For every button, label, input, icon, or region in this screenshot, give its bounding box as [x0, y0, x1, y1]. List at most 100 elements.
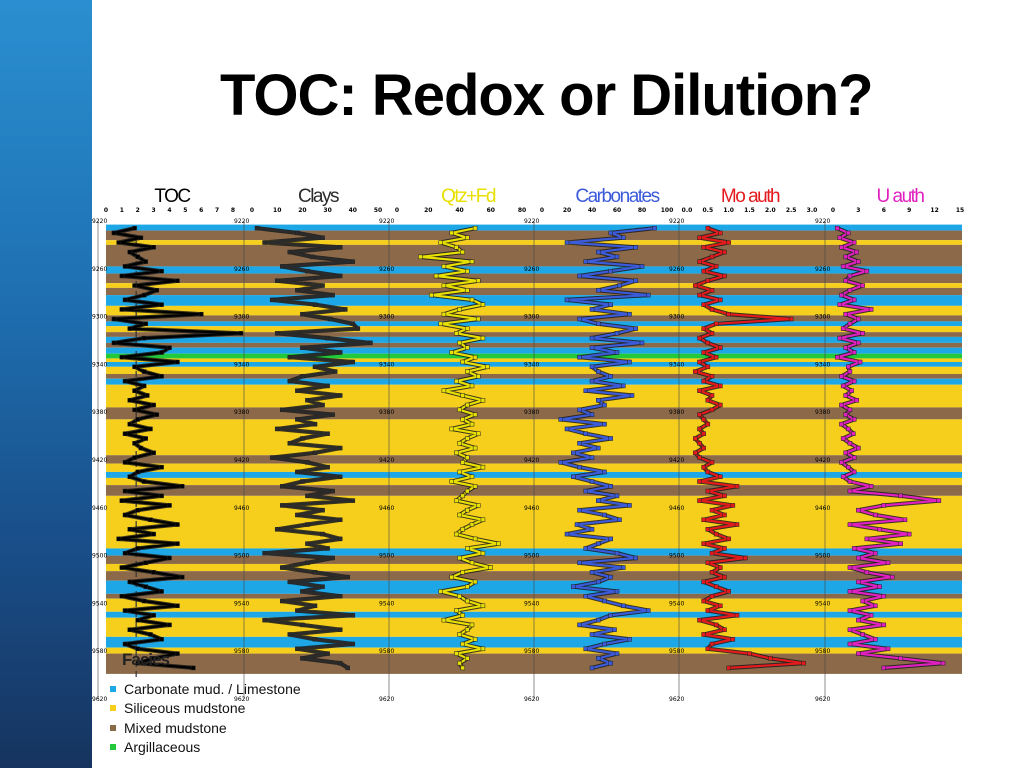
- data-point: [295, 646, 300, 652]
- data-point: [589, 570, 595, 575]
- data-point: [141, 369, 147, 374]
- data-point: [465, 436, 470, 441]
- data-point: [589, 412, 595, 417]
- data-point: [454, 450, 459, 456]
- data-point: [906, 531, 912, 537]
- data-point: [936, 498, 942, 503]
- data-point: [132, 364, 137, 370]
- data-point: [722, 627, 727, 632]
- data-point: [851, 378, 857, 384]
- depth-label: 9380: [379, 409, 394, 416]
- data-point: [305, 493, 310, 499]
- depth-label: 9220: [815, 218, 830, 225]
- data-point: [629, 393, 635, 398]
- depth-label: 9220: [524, 218, 539, 225]
- data-point: [608, 302, 613, 307]
- data-point: [856, 555, 861, 561]
- data-point: [441, 283, 447, 288]
- data-point: [135, 507, 140, 513]
- tick-label: 1.5: [744, 207, 755, 214]
- data-point: [312, 302, 318, 307]
- data-point: [337, 445, 343, 451]
- data-point: [151, 402, 156, 408]
- data-point: [602, 598, 607, 604]
- depth-label: 9300: [669, 314, 684, 321]
- data-point: [465, 507, 470, 513]
- data-point: [476, 431, 481, 436]
- data-point: [480, 464, 486, 470]
- data-point: [465, 268, 470, 274]
- tick-label: 0: [540, 207, 544, 214]
- data-point: [646, 608, 651, 613]
- data-point: [564, 240, 570, 245]
- data-point: [697, 441, 702, 446]
- data-point: [577, 441, 582, 446]
- data-point: [713, 354, 719, 360]
- data-point: [480, 335, 486, 341]
- data-point: [851, 546, 857, 551]
- depth-label: 9500: [92, 553, 107, 560]
- data-point: [465, 584, 470, 589]
- data-point: [269, 455, 275, 460]
- data-point: [583, 593, 588, 599]
- data-point: [860, 598, 865, 604]
- data-point: [119, 565, 125, 570]
- data-point: [860, 283, 865, 288]
- data-point: [705, 560, 711, 566]
- data-point: [279, 407, 285, 413]
- data-point: [135, 417, 140, 422]
- data-point: [175, 278, 180, 283]
- data-point: [159, 493, 164, 499]
- tick-label: 9: [907, 207, 911, 214]
- data-point: [847, 522, 853, 527]
- data-point: [457, 340, 462, 346]
- data-point: [274, 331, 280, 336]
- data-point: [577, 622, 582, 628]
- data-point: [730, 503, 736, 508]
- data-point: [295, 288, 300, 293]
- data-point: [840, 436, 846, 441]
- data-point: [697, 235, 702, 240]
- data-point: [726, 589, 731, 594]
- data-point: [564, 297, 570, 303]
- data-point: [646, 292, 651, 298]
- data-point: [300, 311, 305, 317]
- data-point: [355, 326, 361, 331]
- depth-label: 9220: [234, 218, 249, 225]
- data-point: [460, 527, 465, 532]
- data-point: [864, 268, 870, 274]
- data-point: [127, 474, 133, 479]
- data-point: [843, 345, 848, 350]
- tick-label: 40: [349, 207, 357, 214]
- data-point: [583, 259, 588, 264]
- data-point: [300, 622, 305, 628]
- data-point: [454, 245, 459, 250]
- data-point: [705, 488, 711, 494]
- data-point: [441, 311, 447, 317]
- data-point: [148, 517, 153, 522]
- tick-label: 40: [455, 207, 463, 214]
- data-point: [312, 637, 318, 642]
- data-point: [571, 474, 576, 479]
- data-point: [472, 579, 478, 585]
- data-point: [159, 589, 164, 594]
- data-point: [868, 613, 874, 618]
- tick-label: 0.5: [703, 207, 714, 214]
- depth-label: 9460: [815, 505, 830, 512]
- tick-label: 100: [661, 207, 674, 214]
- data-point: [697, 335, 702, 341]
- data-point: [589, 307, 595, 312]
- data-point: [122, 460, 128, 465]
- depth-label: 9300: [524, 314, 539, 321]
- data-point: [847, 589, 853, 594]
- data-point: [122, 488, 128, 494]
- data-point: [847, 479, 853, 484]
- data-point: [898, 541, 903, 546]
- data-point: [701, 464, 706, 470]
- data-point: [337, 593, 343, 599]
- data-point: [167, 555, 172, 561]
- data-point: [621, 235, 626, 240]
- data-point: [652, 225, 657, 231]
- data-point: [135, 617, 140, 623]
